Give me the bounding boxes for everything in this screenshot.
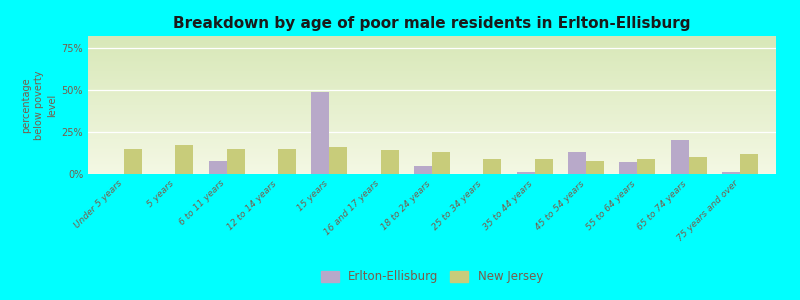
Bar xyxy=(483,159,502,174)
Bar xyxy=(175,146,194,174)
Bar xyxy=(586,160,604,174)
Bar xyxy=(432,152,450,174)
Bar xyxy=(568,152,586,174)
Bar xyxy=(638,159,655,174)
Bar xyxy=(330,147,347,174)
Bar xyxy=(414,166,432,174)
Bar xyxy=(311,92,330,174)
Bar xyxy=(226,149,245,174)
Bar xyxy=(670,140,689,174)
Bar xyxy=(517,172,534,174)
Bar xyxy=(740,154,758,174)
Y-axis label: percentage
below poverty
level: percentage below poverty level xyxy=(21,70,58,140)
Bar xyxy=(689,157,706,174)
Legend: Erlton-Ellisburg, New Jersey: Erlton-Ellisburg, New Jersey xyxy=(316,266,548,288)
Bar xyxy=(381,150,398,174)
Bar xyxy=(722,172,740,174)
Title: Breakdown by age of poor male residents in Erlton-Ellisburg: Breakdown by age of poor male residents … xyxy=(174,16,690,31)
Bar xyxy=(278,149,296,174)
Bar xyxy=(209,160,226,174)
Bar xyxy=(619,162,638,174)
Bar xyxy=(534,159,553,174)
Bar xyxy=(124,149,142,174)
